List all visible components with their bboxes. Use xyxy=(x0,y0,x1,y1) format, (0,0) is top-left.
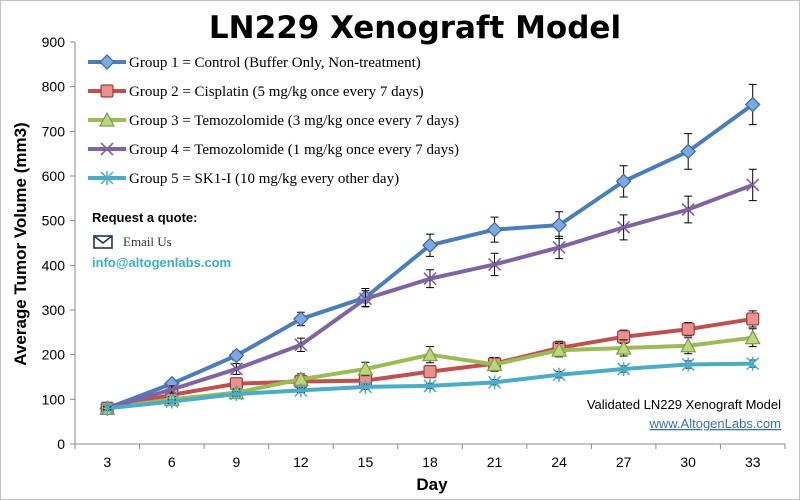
series-5-point xyxy=(100,401,114,416)
series-3-point xyxy=(744,329,761,345)
x-tick-label: 30 xyxy=(680,454,696,470)
legend-swatch-marker xyxy=(98,111,116,127)
series-1 xyxy=(99,83,761,417)
y-tick-label: 0 xyxy=(57,436,65,452)
chart-title: LN229 Xenograft Model xyxy=(209,10,621,46)
series-1-point xyxy=(228,347,245,364)
y-axis-title: Average Tumor Volume (mm3) xyxy=(11,122,30,365)
legend-swatch-marker xyxy=(100,84,114,98)
series-5-point xyxy=(358,379,372,394)
y-tick-label: 400 xyxy=(42,257,66,273)
series-4-point xyxy=(681,202,695,217)
series-5-point xyxy=(552,367,566,382)
series-2-point xyxy=(681,322,695,336)
x-tick-label: 15 xyxy=(358,454,374,470)
watermark-text: Validated LN229 Xenograft Model xyxy=(587,397,781,412)
series-3-point xyxy=(357,360,374,376)
x-tick-label: 9 xyxy=(232,454,240,470)
y-tick-label: 200 xyxy=(42,347,66,363)
x-tick-label: 12 xyxy=(293,454,309,470)
axes xyxy=(74,42,785,445)
legend-item-4: Group 4 = Temozolomide (1 mg/kg once eve… xyxy=(88,142,459,158)
legend-label-group-3-temozolomide: Group 3 = Temozolomide (3 mg/kg once eve… xyxy=(129,113,459,129)
series-5-point xyxy=(488,375,502,390)
x-tick-label: 27 xyxy=(616,454,632,470)
legend-item-1: Group 1 = Control (Buffer Only, Non-trea… xyxy=(88,54,421,71)
legend-swatch-marker xyxy=(100,142,114,156)
series-5-point xyxy=(617,361,631,376)
series-5 xyxy=(100,356,760,416)
x-tick-label: 3 xyxy=(103,454,111,470)
x-tick-label: 33 xyxy=(745,454,761,470)
y-tick-label: 100 xyxy=(42,391,66,407)
request-quote-heading: Request a quote: xyxy=(92,210,197,225)
x-tick-label: 21 xyxy=(487,454,503,470)
series-3-point xyxy=(680,337,697,353)
series-1-point xyxy=(680,143,697,160)
series-1-point xyxy=(615,173,632,190)
series-1-point xyxy=(293,311,309,327)
series-4-point xyxy=(487,257,502,272)
x-axis-title: Day xyxy=(416,475,448,494)
series-2-point xyxy=(423,365,437,379)
x-tick-label: 6 xyxy=(168,454,176,470)
series-4-point xyxy=(617,220,631,234)
series-2-point xyxy=(746,312,760,326)
x-tick-label: 24 xyxy=(551,454,567,470)
series-4-point xyxy=(165,382,179,397)
y-tick-label: 300 xyxy=(42,302,66,318)
series-3-point xyxy=(615,339,632,355)
series-1-point xyxy=(551,217,567,233)
series-4-point xyxy=(294,338,308,352)
legend-swatch-marker xyxy=(99,54,115,70)
email-address-link[interactable]: info@altogenlabs.com xyxy=(92,255,231,270)
series-4-point xyxy=(229,362,243,376)
legend-label-group-5-sk1-i-10-mg-: Group 5 = SK1-I (10 mg/kg every other da… xyxy=(129,171,399,187)
series-3-point xyxy=(486,356,503,372)
y-ticks: 0 100 200 300 400 500 600 700 800 900 xyxy=(42,34,75,452)
email-us-label: Email Us xyxy=(123,234,172,249)
legend-label-group-4-temozolomide: Group 4 = Temozolomide (1 mg/kg once eve… xyxy=(129,142,459,158)
y-tick-label: 900 xyxy=(42,34,66,50)
series-5-point xyxy=(681,357,695,372)
y-tick-label: 600 xyxy=(42,168,66,184)
series-4-point xyxy=(746,178,760,192)
x-tick-label: 18 xyxy=(422,454,438,470)
x-ticks: 3 6 9 12 15 18 21 24 27 30 33 xyxy=(74,444,786,470)
plot-area xyxy=(99,83,761,417)
website-link[interactable]: www.AltogenLabs.com xyxy=(648,416,781,431)
series-4 xyxy=(100,168,760,415)
email-link[interactable]: Email Us xyxy=(93,234,172,249)
series-5-point xyxy=(165,394,179,409)
legend: Group 1 = Control (Buffer Only, Non-trea… xyxy=(88,54,459,187)
y-tick-label: 500 xyxy=(42,213,66,229)
legend-label-group-2-cisplatin-5-: Group 2 = Cisplatin (5 mg/kg once every … xyxy=(129,84,424,100)
series-5-point xyxy=(746,356,760,371)
series-1-point xyxy=(744,96,761,113)
legend-item-5: Group 5 = SK1-I (10 mg/kg every other da… xyxy=(88,171,399,187)
legend-swatch-marker xyxy=(100,171,114,185)
series-5-point xyxy=(229,386,243,401)
y-tick-label: 800 xyxy=(42,79,66,95)
series-4-point xyxy=(552,240,566,255)
series-3-point xyxy=(551,341,568,357)
legend-item-3: Group 3 = Temozolomide (3 mg/kg once eve… xyxy=(88,111,459,129)
envelope-icon xyxy=(93,235,113,249)
series-4-point xyxy=(358,292,373,306)
series-5-point xyxy=(423,378,437,393)
legend-item-2: Group 2 = Cisplatin (5 mg/kg once every … xyxy=(88,84,424,100)
series-3-point xyxy=(421,346,439,362)
y-tick-label: 700 xyxy=(42,123,66,139)
legend-label-group-1-control-buff: Group 1 = Control (Buffer Only, Non-trea… xyxy=(129,55,421,71)
series-1-point xyxy=(422,237,438,254)
series-1-point xyxy=(486,221,503,238)
series-5-point xyxy=(294,383,308,398)
series-4-point xyxy=(423,272,437,286)
